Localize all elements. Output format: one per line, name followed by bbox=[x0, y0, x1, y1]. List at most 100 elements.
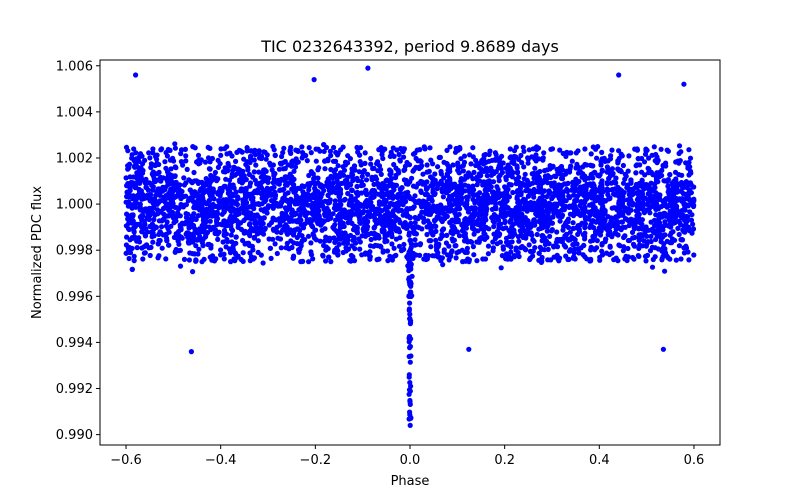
scatter-point bbox=[179, 235, 185, 241]
scatter-point bbox=[277, 220, 283, 226]
scatter-point bbox=[559, 201, 565, 207]
scatter-point bbox=[527, 255, 534, 261]
scatter-point bbox=[426, 205, 432, 212]
scatter-point bbox=[347, 257, 353, 264]
scatter-point bbox=[666, 186, 672, 193]
transit-point bbox=[406, 275, 412, 281]
scatter-point bbox=[567, 247, 574, 253]
scatter-point bbox=[422, 181, 428, 187]
scatter-point bbox=[150, 150, 156, 156]
scatter-point bbox=[538, 256, 545, 262]
scatter-point bbox=[393, 236, 399, 242]
scatter-point bbox=[530, 222, 536, 228]
scatter-point bbox=[393, 172, 399, 178]
scatter-point bbox=[499, 210, 505, 216]
scatter-point bbox=[214, 211, 220, 217]
scatter-point bbox=[282, 178, 288, 184]
scatter-point bbox=[325, 200, 331, 206]
scatter-point bbox=[614, 218, 621, 225]
scatter-point bbox=[470, 145, 476, 151]
scatter-point bbox=[448, 181, 455, 187]
scatter-point bbox=[218, 247, 224, 253]
scatter-point bbox=[430, 161, 436, 167]
scatter-point bbox=[590, 233, 596, 240]
scatter-point bbox=[536, 226, 542, 232]
scatter-point bbox=[563, 231, 570, 237]
scatter-point bbox=[268, 162, 274, 168]
scatter-point bbox=[646, 155, 652, 161]
scatter-point bbox=[459, 228, 465, 234]
scatter-point bbox=[260, 220, 266, 227]
scatter-point bbox=[195, 251, 201, 257]
scatter-point bbox=[477, 236, 483, 242]
scatter-point bbox=[438, 168, 444, 175]
scatter-point bbox=[563, 253, 569, 259]
scatter-point bbox=[275, 203, 281, 209]
scatter-point bbox=[589, 189, 595, 195]
scatter-point bbox=[137, 201, 143, 207]
scatter-point bbox=[386, 216, 392, 222]
scatter-point bbox=[279, 210, 285, 216]
scatter-point bbox=[328, 152, 334, 159]
scatter-point bbox=[341, 167, 348, 173]
scatter-point bbox=[355, 192, 361, 198]
scatter-point bbox=[124, 193, 130, 200]
scatter-point bbox=[624, 257, 630, 264]
scatter-point bbox=[371, 181, 377, 187]
scatter-point bbox=[652, 254, 658, 260]
scatter-point bbox=[187, 217, 194, 223]
scatter-point bbox=[144, 195, 150, 201]
outlier-point bbox=[681, 81, 687, 87]
scatter-point bbox=[576, 250, 582, 256]
scatter-point bbox=[514, 170, 521, 176]
scatter-point bbox=[139, 196, 145, 202]
scatter-point bbox=[348, 213, 354, 219]
scatter-point bbox=[568, 150, 574, 156]
scatter-point bbox=[279, 153, 285, 160]
scatter-point bbox=[330, 180, 336, 186]
scatter-point bbox=[690, 221, 696, 227]
scatter-point bbox=[328, 189, 335, 195]
scatter-point bbox=[358, 220, 364, 226]
scatter-point bbox=[192, 145, 198, 151]
scatter-point bbox=[396, 243, 402, 249]
outlier-point bbox=[188, 349, 194, 355]
scatter-point bbox=[485, 243, 492, 249]
scatter-point bbox=[484, 234, 490, 240]
scatter-point bbox=[410, 229, 416, 235]
scatter-point bbox=[571, 254, 577, 260]
scatter-point bbox=[150, 146, 156, 152]
scatter-point bbox=[681, 250, 688, 256]
scatter-point bbox=[670, 198, 676, 205]
scatter-point bbox=[391, 245, 397, 251]
scatter-point bbox=[572, 246, 578, 252]
scatter-point bbox=[371, 225, 377, 231]
scatter-point bbox=[522, 171, 528, 177]
scatter-point bbox=[447, 165, 453, 172]
scatter-point bbox=[387, 172, 393, 178]
scatter-point bbox=[419, 204, 425, 210]
scatter-point bbox=[527, 248, 534, 254]
scatter-point bbox=[582, 146, 588, 152]
scatter-point bbox=[225, 219, 231, 225]
scatter-point bbox=[617, 225, 623, 231]
scatter-point bbox=[233, 158, 239, 164]
scatter-point bbox=[594, 155, 600, 161]
scatter-point bbox=[169, 186, 175, 192]
scatter-point bbox=[193, 257, 199, 264]
scatter-point bbox=[608, 218, 614, 224]
scatter-point bbox=[267, 245, 273, 251]
scatter-point bbox=[193, 178, 200, 184]
scatter-point bbox=[280, 196, 286, 202]
scatter-point bbox=[189, 180, 195, 186]
scatter-point bbox=[284, 231, 291, 237]
scatter-point bbox=[484, 192, 490, 198]
scatter-point bbox=[491, 219, 497, 225]
scatter-point bbox=[194, 159, 200, 165]
scatter-point bbox=[678, 214, 684, 220]
scatter-point bbox=[201, 215, 207, 221]
scatter-point bbox=[588, 208, 595, 215]
scatter-point bbox=[165, 226, 171, 232]
transit-point bbox=[407, 206, 413, 212]
scatter-point bbox=[649, 264, 656, 270]
